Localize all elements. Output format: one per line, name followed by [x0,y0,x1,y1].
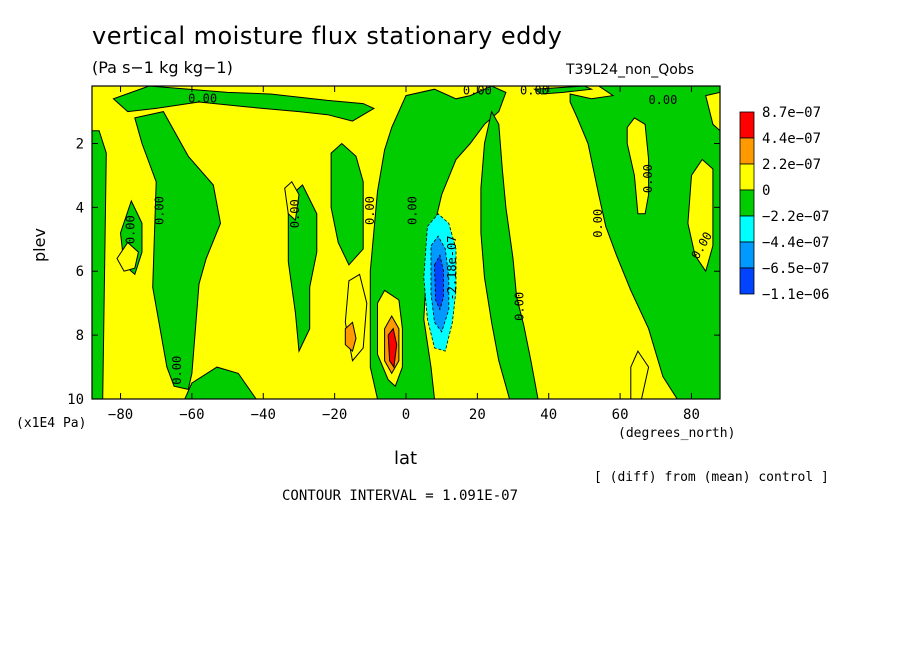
x-tick-label: −20 [322,407,347,423]
contour-interval-label: CONTOUR INTERVAL = 1.091E-07 [282,488,519,504]
x-tick-label: −60 [179,407,204,423]
y-tick-label: 6 [76,264,84,280]
legend-label: −4.4e−07 [762,235,829,251]
contour-region-positive-1 [116,241,139,272]
contour-region-negative-1 [184,366,257,399]
contour-region-negative-1 [134,111,222,390]
legend-label: −6.5e−07 [762,261,829,277]
x-tick-label: −40 [251,407,276,423]
filled-contour-regions [92,86,720,399]
y-tick-label: 8 [76,328,84,344]
contour-label: 0.00 [648,93,677,107]
contour-region-negative-1 [369,86,507,399]
contour-label: 0.00 [513,292,527,321]
legend-swatch [739,215,755,243]
units-label: (Pa s−1 kg kg−1) [92,58,233,77]
legend-swatch [739,241,755,269]
contour-label: 0.00 [124,215,138,244]
contour-label: 0.00 [288,199,302,228]
x-axis-unit-label: (degrees_north) [618,426,736,441]
contour-region-negative-1 [92,130,107,399]
contour-region-negative-1 [480,110,539,399]
x-tick-label: 80 [683,407,700,423]
x-tick-label: 0 [402,407,410,423]
contour-region-positive-1 [626,117,650,215]
contour-region-negative-1 [330,142,364,266]
contour-label: 0.00 [520,83,549,97]
x-tick-label: 60 [612,407,629,423]
y-axis-unit-label: (x1E4 Pa) [16,416,87,431]
contour-region-positive-3 [387,327,398,369]
contour-region-negative-1 [112,86,375,122]
legend-swatch [739,163,755,191]
contour-region-positive-1 [705,91,720,132]
legend-label: 2.2e−07 [762,157,821,173]
x-tick-label: −80 [108,407,133,423]
y-tick-label: 4 [76,200,84,216]
y-axis-ticks: 2 4 6 8 10 [67,136,720,408]
color-legend: 8.7e−07 4.4e−07 2.2e−07 0 −2.2e−07 −4.4e−07 −6… [739,105,829,303]
contour-label: -2.18e-07 [445,236,459,301]
contour-region-positive-1 [687,158,714,273]
legend-swatch [739,111,755,139]
run-label: T39L24_non_Qobs [566,62,695,78]
diff-note: [ (diff) from (mean) control ] [594,470,829,485]
chart-title: vertical moisture flux stationary eddy [92,22,563,50]
legend-swatch [739,137,755,165]
contour-region-positive-1 [630,350,650,399]
legend-swatch [739,267,755,295]
legend-label: 8.7e−07 [762,105,821,121]
y-tick-label: 2 [76,136,84,152]
contour-label: 0.00 [152,196,166,225]
contour-region-positive-2 [344,321,357,353]
contour-label: 0.00 [591,209,605,238]
legend-label: −1.1e−06 [762,287,829,303]
contour-labels: 0.00 0.00 0.00 0.00 0.00 0.00 0.00 0.00 0.00 -2.1… [124,83,715,385]
contour-region-positive-1 [284,181,300,222]
x-axis-ticks: −80 −60 −40 −20 0 20 40 60 80 [108,86,700,423]
contour-label: 0.00 [188,91,217,105]
contour-label: 0.00 [363,196,377,225]
legend-swatch [739,189,755,217]
contour-label: 0.00 [641,164,655,193]
x-axis-label: lat [394,448,418,469]
legend-label: 4.4e−07 [762,131,821,147]
y-tick-label: 10 [67,392,84,408]
x-tick-label: 40 [540,407,557,423]
contour-label: 0.00 [170,356,184,385]
legend-label: −2.2e−07 [762,209,829,225]
contour-label: 0.00 [406,196,420,225]
contour-region-negative-1 [287,184,318,353]
x-tick-label: 20 [469,407,486,423]
contour-region-negative-4 [434,254,444,311]
legend-label: 0 [762,183,770,199]
contour-region-negative-1 [569,86,720,399]
